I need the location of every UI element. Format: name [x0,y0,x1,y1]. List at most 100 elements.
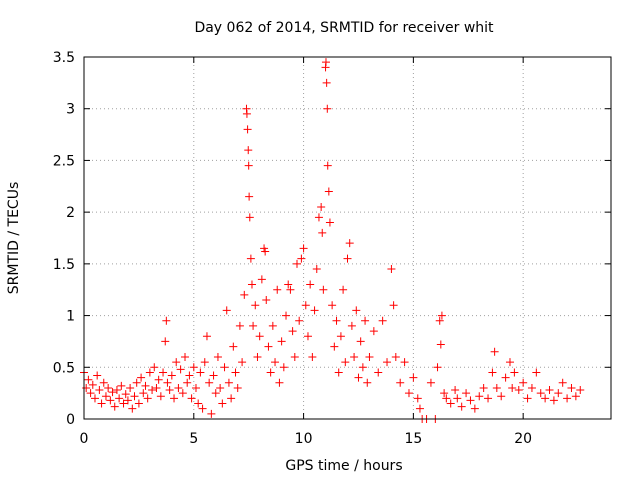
data-point [563,394,572,403]
y-tick-label: 3.5 [53,50,75,66]
data-point [426,378,435,387]
data-point [488,368,497,377]
data-point [165,386,174,395]
data-point [137,373,146,382]
data-point [440,389,449,398]
data-point [238,358,247,367]
data-point [222,306,231,315]
data-point [121,390,130,399]
x-tick-labels: 0 5 10 15 20 [80,431,533,447]
data-point [154,375,163,384]
data-point [261,247,270,256]
data-point [224,378,233,387]
data-point [415,404,424,413]
data-point [391,352,400,361]
grid-lines [84,57,611,419]
data-point [400,358,409,367]
data-point [207,409,216,418]
data-point [347,321,356,330]
data-point [170,394,179,403]
data-point [319,285,328,294]
data-point [123,396,132,405]
data-point [508,383,517,392]
data-point [106,396,115,405]
data-point [174,383,183,392]
data-point [453,394,462,403]
data-point [383,358,392,367]
data-point [244,161,253,170]
data-point [227,394,236,403]
data-point [97,399,106,408]
data-point [167,371,176,380]
data-point [532,368,541,377]
data-point [196,368,205,377]
data-point [350,352,359,361]
data-point [117,381,126,390]
data-point [341,358,350,367]
data-point [536,389,545,398]
data-point [356,337,365,346]
y-tick-label: 3 [66,102,75,118]
data-point [358,363,367,372]
data-point [288,327,297,336]
data-point [442,394,451,403]
data-point [510,368,519,377]
data-point [273,285,282,294]
data-point [312,265,321,274]
data-points [80,58,585,423]
data-point [162,316,171,325]
data-point [387,265,396,274]
data-point [378,316,387,325]
data-point [310,306,319,315]
data-point [323,104,332,113]
data-point [231,368,240,377]
data-point [323,161,332,170]
data-point [462,389,471,398]
data-point [292,259,301,268]
data-point [271,358,280,367]
data-point [470,404,479,413]
data-point [505,358,514,367]
data-point [297,254,306,263]
data-point [299,244,308,253]
data-point [198,404,207,413]
data-point [262,296,271,305]
data-point [95,386,104,395]
data-point [268,321,277,330]
data-point [235,321,244,330]
data-point [345,239,354,248]
data-point [413,394,422,403]
data-point [354,373,363,382]
data-point [475,392,484,401]
data-point [332,316,341,325]
data-point [554,389,563,398]
data-point [257,275,266,284]
data-point [86,389,95,398]
data-point [202,332,211,341]
data-point [286,285,295,294]
data-point [567,383,576,392]
data-point [343,254,352,263]
data-point [181,352,190,361]
data-point [191,383,200,392]
data-point [435,316,444,325]
data-point [306,280,315,289]
data-point [200,358,209,367]
data-point [433,363,442,372]
data-point [466,396,475,405]
data-point [514,386,523,395]
data-point [249,321,258,330]
data-point [527,383,536,392]
data-point [479,383,488,392]
data-point [303,332,312,341]
data-point [148,386,157,395]
data-point [317,202,326,211]
data-point [185,371,194,380]
data-point [150,363,159,372]
y-tick-labels: 0 0.5 1 1.5 2 2.5 3 3.5 [53,50,75,428]
data-point [264,342,273,351]
data-point [295,316,304,325]
axis-ticks [83,56,611,420]
data-point [101,392,110,401]
